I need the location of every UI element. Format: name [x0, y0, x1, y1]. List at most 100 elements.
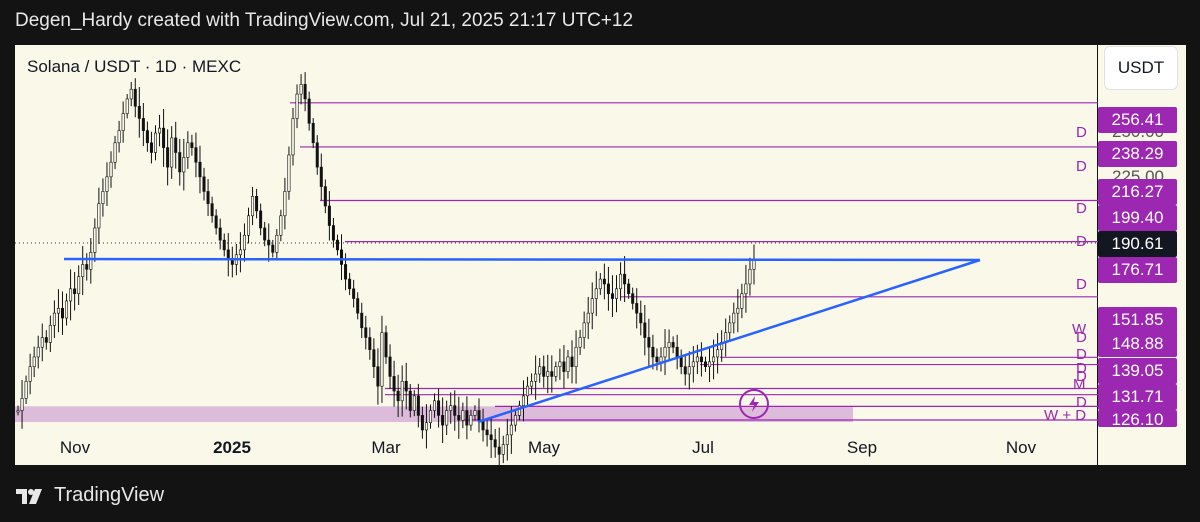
candle-body-171 — [708, 361, 712, 367]
candle-body-29 — [133, 88, 137, 107]
candle-body-5 — [36, 346, 40, 358]
level-label-extra-3: D — [1076, 394, 1087, 411]
candle-body-156 — [647, 337, 651, 348]
candle-body-79 — [335, 239, 339, 251]
candle-body-46 — [202, 176, 206, 192]
candle-body-121 — [505, 434, 509, 445]
candle-body-13 — [69, 288, 73, 302]
candle-body-26 — [121, 113, 125, 131]
candle-body-145 — [602, 278, 606, 285]
candle-body-73 — [311, 122, 315, 144]
x-tick-2025: 2025 — [213, 438, 251, 457]
candle-body-97 — [408, 390, 412, 411]
candle-body-152 — [631, 293, 635, 304]
candle-body-85 — [360, 312, 364, 329]
candle-body-172 — [712, 356, 716, 363]
candle-body-180 — [744, 283, 748, 294]
candle-body-57 — [247, 215, 251, 236]
candle-body-136 — [566, 356, 570, 372]
candle-body-143 — [594, 288, 598, 299]
x-tick-sep: Sep — [846, 438, 878, 457]
candle-body-167 — [691, 361, 695, 367]
bolt-icon[interactable] — [739, 389, 769, 419]
tradingview-wordmark: TradingView — [54, 484, 165, 506]
candle-body-51 — [222, 239, 226, 251]
candle-body-99 — [416, 395, 420, 416]
candle-body-108 — [453, 405, 457, 416]
level-label-131: M — [1073, 376, 1086, 393]
x-tick-mar: Mar — [371, 438, 401, 457]
candle-body-20 — [97, 203, 101, 229]
candle-body-71 — [303, 84, 307, 100]
candle-body-27 — [125, 98, 129, 114]
candle-body-119 — [497, 446, 501, 455]
time-axis[interactable] — [15, 427, 1097, 465]
x-tick-may: May — [527, 438, 561, 457]
candle-body-122 — [509, 424, 513, 436]
candle-body-166 — [687, 366, 691, 375]
candle-body-94 — [396, 390, 400, 402]
candle-body-100 — [420, 415, 424, 431]
candle-body-4 — [32, 356, 36, 367]
candle-body-49 — [214, 215, 218, 229]
level-label-139: D — [1076, 360, 1087, 377]
candle-body-17 — [85, 264, 89, 270]
candle-body-14 — [73, 288, 77, 294]
candle-body-132 — [550, 371, 554, 377]
candle-body-144 — [598, 278, 602, 290]
currency-button[interactable]: USDT — [1104, 46, 1178, 90]
candle-body-3 — [28, 366, 32, 382]
candle-body-86 — [364, 327, 368, 338]
candle-body-92 — [388, 356, 392, 377]
symbol-title: Solana / USDT · 1D · MEXC — [27, 57, 242, 76]
candle-body-8 — [48, 325, 52, 343]
level-label-216: D — [1076, 200, 1087, 217]
candle-body-107 — [449, 405, 453, 411]
candle-body-164 — [679, 356, 683, 367]
candle-body-19 — [93, 227, 97, 253]
candle-body-113 — [473, 410, 477, 416]
candle-body-59 — [255, 196, 259, 212]
candle-body-182 — [752, 259, 756, 270]
level-label-151: W — [1072, 321, 1087, 338]
candle-body-9 — [52, 312, 56, 326]
price-tag-126: 126.10 — [1098, 410, 1177, 427]
level-label-148: D — [1076, 329, 1087, 346]
price-tag-148: 148.88 — [1098, 331, 1177, 357]
candle-body-168 — [695, 356, 699, 363]
candle-body-162 — [671, 342, 675, 348]
candle-body-33 — [149, 142, 153, 153]
candle-body-129 — [538, 366, 542, 375]
candle-body-178 — [736, 307, 740, 314]
candle-body-105 — [441, 415, 445, 426]
candle-body-104 — [437, 400, 441, 416]
candle-body-87 — [368, 337, 372, 350]
level-label-238: D — [1076, 158, 1087, 175]
price-tag-139: 139.05 — [1098, 358, 1177, 384]
candle-body-176 — [728, 322, 732, 333]
candle-body-36 — [162, 127, 166, 148]
candle-body-6 — [40, 337, 44, 348]
candle-body-103 — [433, 400, 437, 411]
candle-body-21 — [101, 191, 105, 204]
tradingview-logo: TradingView — [16, 484, 164, 507]
candle-body-133 — [554, 366, 558, 377]
candle-body-91 — [384, 332, 388, 358]
candle-body-67 — [287, 154, 291, 192]
candle-body-30 — [137, 105, 141, 119]
candle-body-90 — [380, 332, 384, 387]
ascending-trendline — [477, 258, 981, 424]
candle-body-83 — [352, 288, 356, 299]
candle-body-95 — [400, 380, 404, 402]
axis-corner — [1098, 427, 1186, 465]
candle-body-7 — [44, 337, 48, 343]
candle-body-89 — [376, 366, 380, 387]
candle-body-2 — [24, 380, 28, 399]
candle-body-65 — [279, 215, 283, 236]
candle-body-173 — [716, 349, 720, 358]
candle-body-40 — [178, 152, 182, 173]
candle-body-70 — [299, 84, 303, 95]
candle-body-137 — [570, 356, 574, 367]
candle-body-55 — [238, 249, 242, 256]
candle-body-142 — [590, 298, 594, 314]
